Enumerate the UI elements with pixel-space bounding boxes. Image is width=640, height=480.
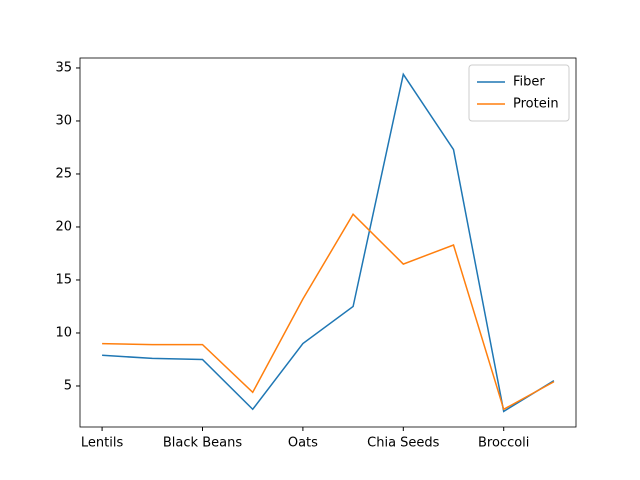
x-tick-label: Black Beans — [163, 436, 242, 451]
y-tick-label: 15 — [55, 272, 72, 287]
x-tick-label: Broccoli — [478, 436, 529, 451]
x-tick-label: Lentils — [81, 436, 124, 451]
y-tick-label: 30 — [55, 113, 72, 128]
plot-frame — [79, 57, 577, 428]
legend-label: Protein — [513, 97, 559, 112]
x-tick-label: Chia Seeds — [367, 436, 440, 451]
series-line — [102, 72, 555, 413]
series-line — [102, 213, 555, 411]
legend-box — [468, 64, 570, 122]
legend-label: Fiber — [513, 75, 545, 90]
x-tick-label: Oats — [288, 436, 318, 451]
y-tick-label: 20 — [55, 219, 72, 234]
y-tick-label: 5 — [64, 378, 72, 393]
y-tick-label: 25 — [55, 166, 72, 181]
y-tick-label: 35 — [55, 60, 72, 75]
y-tick-label: 10 — [55, 325, 72, 340]
